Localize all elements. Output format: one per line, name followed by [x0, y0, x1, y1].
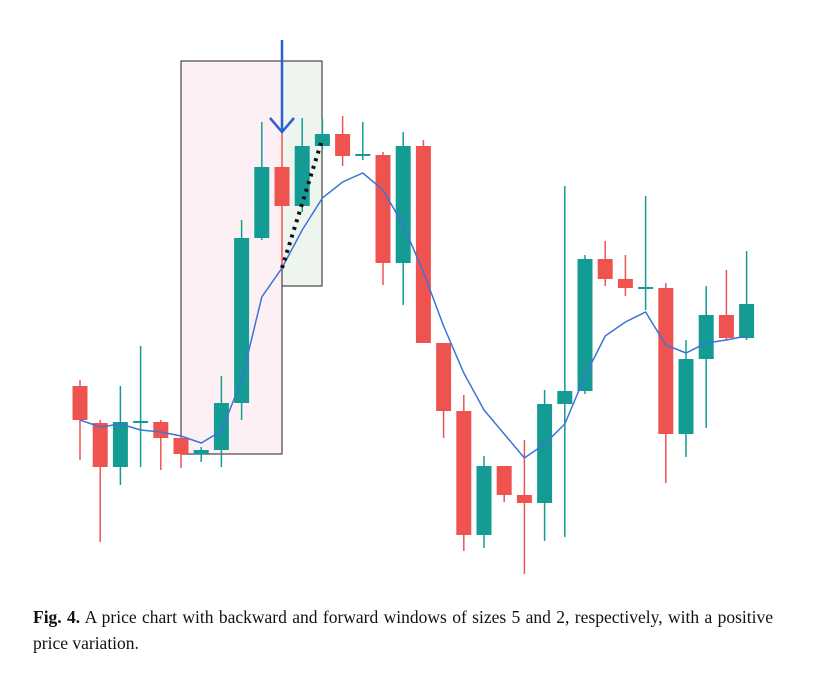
candle-body	[314, 134, 330, 146]
candle-body	[476, 466, 492, 535]
candles	[72, 116, 755, 574]
caption-label: Fig. 4.	[33, 607, 81, 627]
caption-text: A price chart with backward and forward …	[33, 607, 773, 653]
candle-body	[193, 450, 209, 454]
candle-body	[496, 466, 512, 495]
candle-body	[72, 386, 88, 420]
candle-body	[739, 304, 755, 338]
backward-window	[180, 60, 283, 455]
candle-body	[254, 167, 270, 238]
candle-body	[638, 287, 654, 289]
candle-body	[395, 146, 411, 263]
candle-body	[436, 343, 452, 411]
candle-body	[557, 391, 573, 404]
candle-body	[718, 315, 734, 338]
moving-average-line	[79, 172, 747, 460]
arrow	[269, 40, 295, 134]
candle-body	[516, 495, 532, 503]
candle-body	[335, 134, 351, 156]
candle-body	[213, 403, 229, 450]
arrow-head	[269, 117, 295, 134]
candle-body	[112, 422, 128, 467]
candle-body	[678, 359, 694, 434]
caption: Fig. 4. A price chart with backward and …	[33, 604, 773, 656]
candle-body	[92, 423, 108, 467]
candle-body	[617, 279, 633, 288]
candle-body	[375, 155, 391, 263]
candle-body	[658, 288, 674, 434]
candle-body	[597, 259, 613, 279]
chart	[72, 40, 755, 574]
candle-body	[274, 167, 290, 206]
candle-body	[355, 154, 371, 156]
candle-body	[153, 422, 169, 438]
candle-body	[133, 421, 149, 423]
candle-body	[173, 438, 189, 454]
candle-body	[577, 259, 593, 391]
candle-body	[537, 404, 553, 503]
candle-body	[698, 315, 714, 359]
candle-body	[415, 146, 431, 343]
candle-body	[456, 411, 472, 535]
